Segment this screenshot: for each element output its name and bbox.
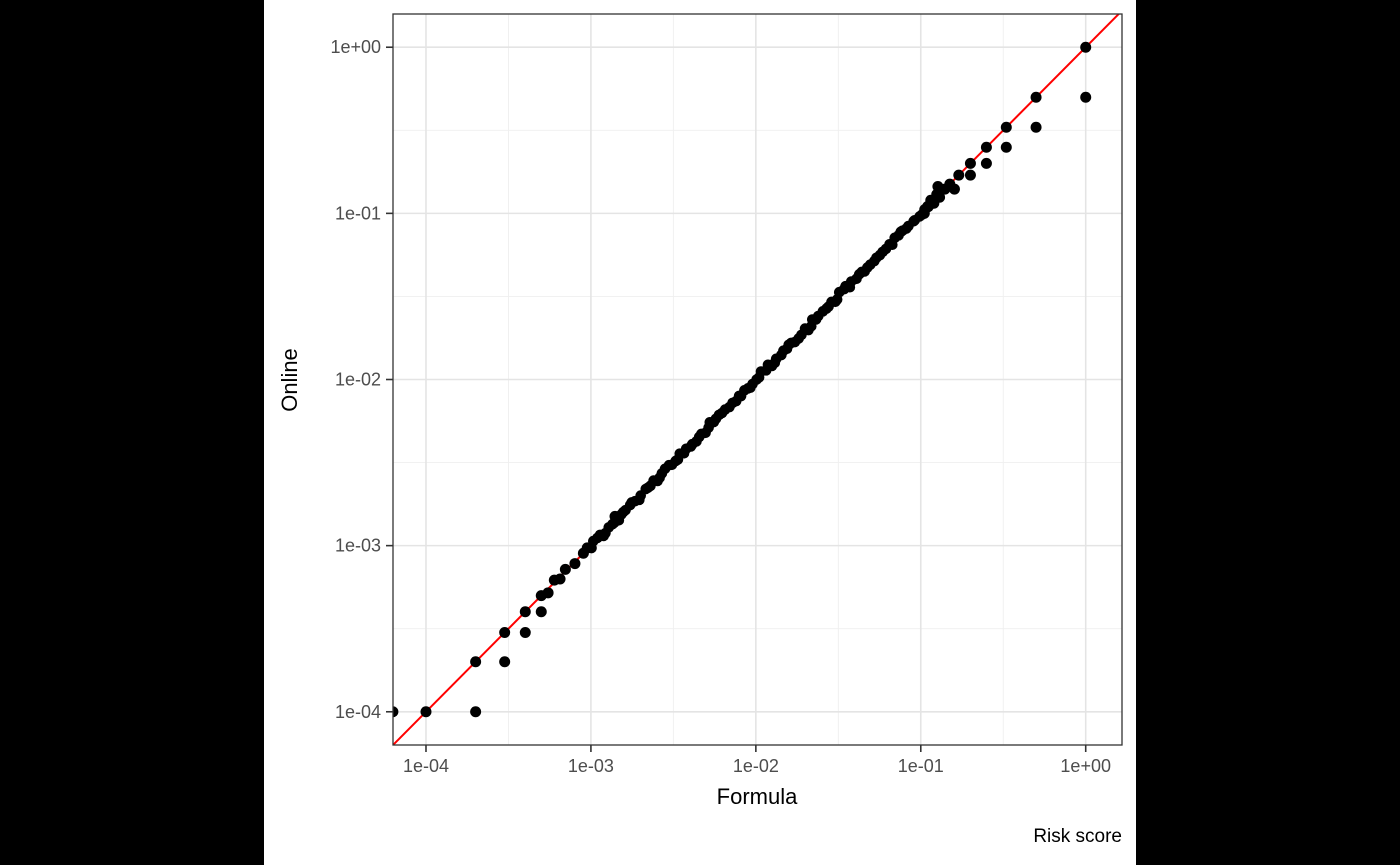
scatter-plot: 1e-04 1e-03 1e-02 1e-01 1e+00 1e-04 1e-03 1e-02… <box>330 13 1123 776</box>
y-tick-label: 1e-02 <box>335 370 381 390</box>
data-point <box>1000 141 1012 153</box>
data-point <box>1030 121 1042 133</box>
data-point <box>393 706 399 718</box>
data-point <box>1000 121 1012 133</box>
y-tick-label: 1e-03 <box>335 536 381 556</box>
data-point <box>559 563 571 575</box>
x-tick-label: 1e+00 <box>1060 756 1111 776</box>
data-point <box>535 606 547 618</box>
data-point <box>499 627 511 639</box>
data-point <box>934 191 946 203</box>
data-point <box>964 157 976 169</box>
data-point <box>581 542 593 554</box>
data-point <box>980 141 992 153</box>
y-tick-label: 1e-01 <box>335 203 381 223</box>
x-tick-label: 1e-03 <box>568 756 614 776</box>
data-point <box>1080 41 1092 53</box>
data-point <box>519 627 531 639</box>
x-tick-label: 1e-02 <box>733 756 779 776</box>
x-tick-label: 1e-01 <box>898 756 944 776</box>
data-point <box>542 587 554 599</box>
data-point <box>980 157 992 169</box>
data-point <box>470 656 482 668</box>
plot-caption: Risk score <box>1033 826 1122 847</box>
data-point <box>1080 91 1092 103</box>
data-point <box>470 706 482 718</box>
data-point <box>609 510 621 522</box>
data-point <box>569 558 581 570</box>
data-point <box>948 183 960 195</box>
data-point <box>1030 91 1042 103</box>
data-point <box>953 169 965 181</box>
plot-window: 1e-04 1e-03 1e-02 1e-01 1e+00 1e-04 1e-03 1e-02… <box>264 0 1136 865</box>
y-axis-title: Online <box>277 348 302 412</box>
y-tick-label: 1e+00 <box>330 37 381 57</box>
data-point <box>499 656 511 668</box>
x-axis-title: Formula <box>716 784 798 809</box>
y-tick-label: 1e-04 <box>335 702 381 722</box>
data-layer <box>393 14 1121 745</box>
x-tick-label: 1e-04 <box>403 756 449 776</box>
data-point <box>420 706 432 718</box>
data-point <box>964 169 976 181</box>
data-point <box>519 606 531 618</box>
data-point <box>554 573 566 585</box>
